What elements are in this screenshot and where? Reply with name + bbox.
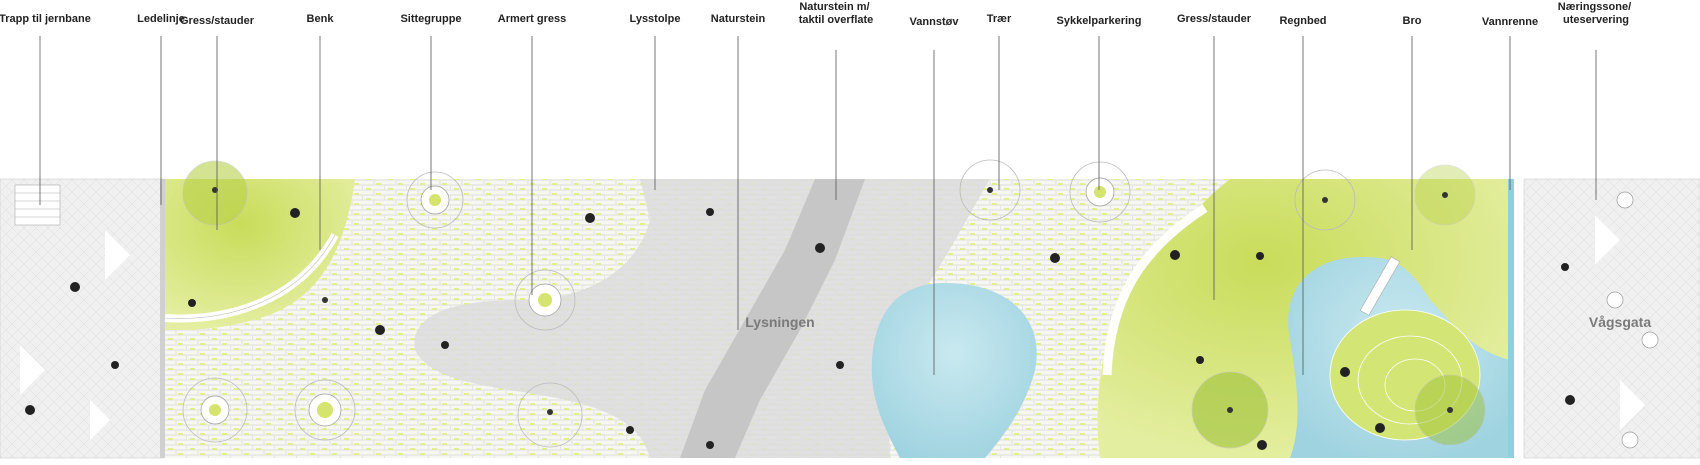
bridge: [1359, 256, 1401, 316]
person-icon: [1340, 367, 1350, 377]
person-icon: [1561, 263, 1569, 271]
person-icon: [706, 441, 714, 449]
label-bro: Bro: [1403, 15, 1422, 27]
stairs-to-railway: [14, 184, 61, 226]
tree-icon: [406, 171, 464, 229]
place-name-lysningen: Lysningen: [745, 314, 815, 330]
person-icon: [25, 405, 35, 415]
label-vannstov: Vannstøv: [910, 16, 960, 28]
person-icon: [706, 208, 714, 216]
table-icon: [1621, 431, 1639, 449]
water-channel: [1508, 179, 1514, 458]
person-icon: [111, 361, 119, 369]
person-icon: [1257, 440, 1267, 450]
person-icon: [836, 361, 844, 369]
diamond-pattern: [20, 230, 130, 440]
tree-icon: [182, 377, 248, 443]
person-icon: [626, 426, 634, 434]
label-sykkelparkering: Sykkelparkering: [1057, 15, 1142, 27]
label-sittegruppe: Sittegruppe: [400, 13, 461, 25]
tree-icon: [517, 382, 583, 448]
leader-lines: [39, 36, 1597, 375]
bench-curved-right: [1102, 204, 1208, 376]
tree-icon: [1069, 161, 1131, 223]
water-mist-pool: [871, 283, 1037, 458]
tree-icon: [294, 379, 356, 441]
natural-stone-area: [414, 179, 991, 458]
diamond-pattern: [1595, 215, 1645, 430]
guide-line-strip: [160, 179, 165, 458]
person-icon: [815, 243, 825, 253]
label-lysstolpe: Lysstolpe: [630, 13, 681, 25]
label-naeringssone: Næringssone/ uteservering: [1558, 1, 1634, 26]
tree-icon: [1294, 169, 1356, 231]
person-icon: [188, 299, 196, 307]
table-icon: [1616, 191, 1634, 209]
right-zone-paving: [1523, 178, 1700, 459]
tree-icon: [514, 269, 576, 331]
person-icon: [585, 213, 595, 223]
person-icon: [1196, 356, 1204, 364]
label-traer: Trær: [987, 13, 1012, 25]
people: [25, 208, 1575, 450]
person-icon: [1256, 252, 1264, 260]
person-icon: [290, 208, 300, 218]
person-icon: [1050, 253, 1060, 263]
table-icon: [1641, 331, 1659, 349]
label-ledelinje: Ledelinje: [137, 13, 185, 25]
street-name-vagsgata: Vågsgata: [1589, 314, 1651, 330]
label-vannrenne: Vannrenne: [1482, 16, 1538, 28]
person-icon: [70, 282, 80, 292]
person-icon: [1565, 395, 1575, 405]
label-naturstein: Naturstein: [711, 13, 766, 25]
label-benk: Benk: [307, 13, 335, 25]
label-regnbed: Regnbed: [1279, 15, 1326, 27]
person-icon: [375, 325, 385, 335]
person-icon: [1170, 250, 1180, 260]
outdoor-seating: [1606, 191, 1659, 449]
label-armert-gress: Armert gress: [498, 13, 566, 25]
label-trapp: Trapp til jernbane: [0, 13, 91, 25]
label-gress-stauder-left: Gress/stauder: [180, 15, 255, 27]
table-icon: [1606, 291, 1624, 309]
plan-area: Lysningen Vågsgata: [0, 159, 1700, 459]
labels: Trapp til jernbane Ledelinje Gress/staud…: [0, 1, 1634, 28]
label-naturstein-taktil: Naturstein m/ taktil overflate: [799, 1, 874, 26]
label-gress-stauder-right: Gress/stauder: [1177, 13, 1252, 25]
person-icon: [1375, 423, 1385, 433]
person-icon: [441, 341, 449, 349]
tree-icon: [959, 159, 1021, 221]
